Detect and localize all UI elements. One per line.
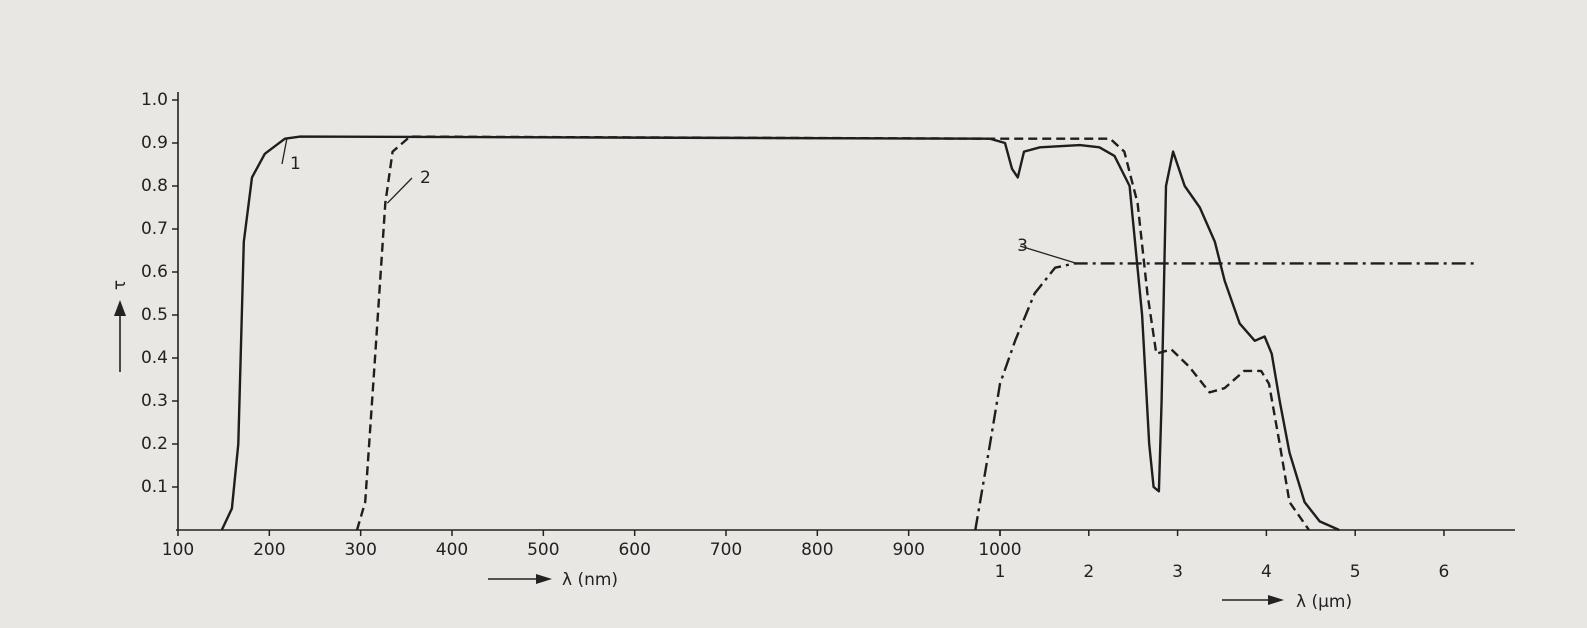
x-tick-label: 400 (436, 540, 468, 560)
x-tick-label: 500 (527, 540, 559, 560)
x2-label: λ (µm) (1296, 592, 1352, 612)
series-line (355, 135, 1310, 531)
x-label: λ (nm) (562, 570, 618, 590)
x-tick-label: 900 (892, 540, 924, 560)
x-tick-label: 300 (344, 540, 376, 560)
y-tick-label: 0.8 (141, 176, 168, 196)
y-tick-label: 0.7 (141, 219, 168, 239)
x-tick-label: 1000 (978, 540, 1021, 560)
x2-arrowhead (1268, 595, 1284, 605)
y-tick-label: 0.5 (141, 305, 168, 325)
series-label: 2 (420, 168, 431, 188)
y-tick-label: 0.4 (141, 348, 168, 368)
series-line (220, 135, 1340, 532)
label-leader (1019, 245, 1077, 265)
series-label: 1 (290, 154, 301, 174)
x-tick-label: 200 (253, 540, 285, 560)
label-leader (281, 138, 288, 165)
x-tick-label: 800 (801, 540, 833, 560)
series-line (974, 262, 1479, 531)
x-tick-label: 700 (710, 540, 742, 560)
y-tick-label: 0.1 (141, 477, 168, 497)
y-tick-label: 0.9 (141, 133, 168, 153)
y-tick-label: 0.6 (141, 262, 168, 282)
x-tick-label: 600 (618, 540, 650, 560)
x-arrowhead (536, 574, 552, 584)
series-label: 3 (1017, 236, 1028, 256)
y-tick-label: 0.2 (141, 434, 168, 454)
y-label: τ (110, 280, 130, 290)
x2-tick-label: 1 (995, 562, 1006, 582)
x2-tick-label: 3 (1172, 562, 1183, 582)
x2-tick-label: 5 (1350, 562, 1361, 582)
y-arrowhead (114, 300, 126, 316)
x2-tick-label: 6 (1439, 562, 1450, 582)
x-tick-label: 100 (162, 540, 194, 560)
x2-tick-label: 4 (1261, 562, 1272, 582)
label-leader (386, 177, 413, 204)
y-tick-label: 1.0 (141, 90, 168, 110)
y-tick-label: 0.3 (141, 391, 168, 411)
x2-tick-label: 2 (1083, 562, 1094, 582)
